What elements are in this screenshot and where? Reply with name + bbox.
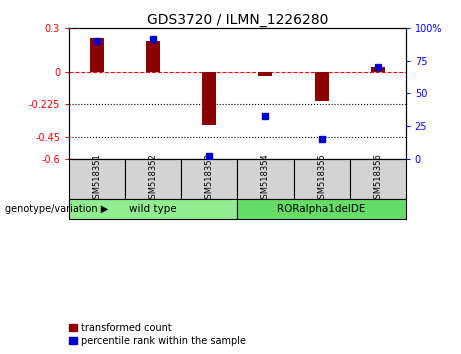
Title: GDS3720 / ILMN_1226280: GDS3720 / ILMN_1226280 (147, 13, 328, 27)
Text: genotype/variation ▶: genotype/variation ▶ (5, 204, 108, 214)
Text: GSM518351: GSM518351 (93, 154, 102, 204)
Text: GSM518352: GSM518352 (149, 154, 158, 204)
Bar (90, 39, 104, 72)
Bar (314, 72, 329, 101)
Bar (371, 67, 384, 72)
Text: GSM518355: GSM518355 (317, 154, 326, 204)
Text: GSM518354: GSM518354 (261, 154, 270, 204)
Text: RORalpha1delDE: RORalpha1delDE (278, 204, 366, 214)
Bar (146, 41, 160, 72)
Bar (349, 159, 406, 199)
Bar (125, 159, 181, 199)
Bar (181, 159, 237, 199)
Text: GSM518353: GSM518353 (205, 154, 214, 204)
Bar (69, 199, 237, 219)
Bar (259, 72, 272, 76)
Bar (237, 159, 294, 199)
Bar (294, 159, 349, 199)
Text: GSM518356: GSM518356 (373, 154, 382, 204)
Bar (69, 159, 125, 199)
Legend: transformed count, percentile rank within the sample: transformed count, percentile rank withi… (70, 323, 246, 346)
Bar (237, 199, 406, 219)
Text: wild type: wild type (130, 204, 177, 214)
Bar (202, 72, 216, 125)
